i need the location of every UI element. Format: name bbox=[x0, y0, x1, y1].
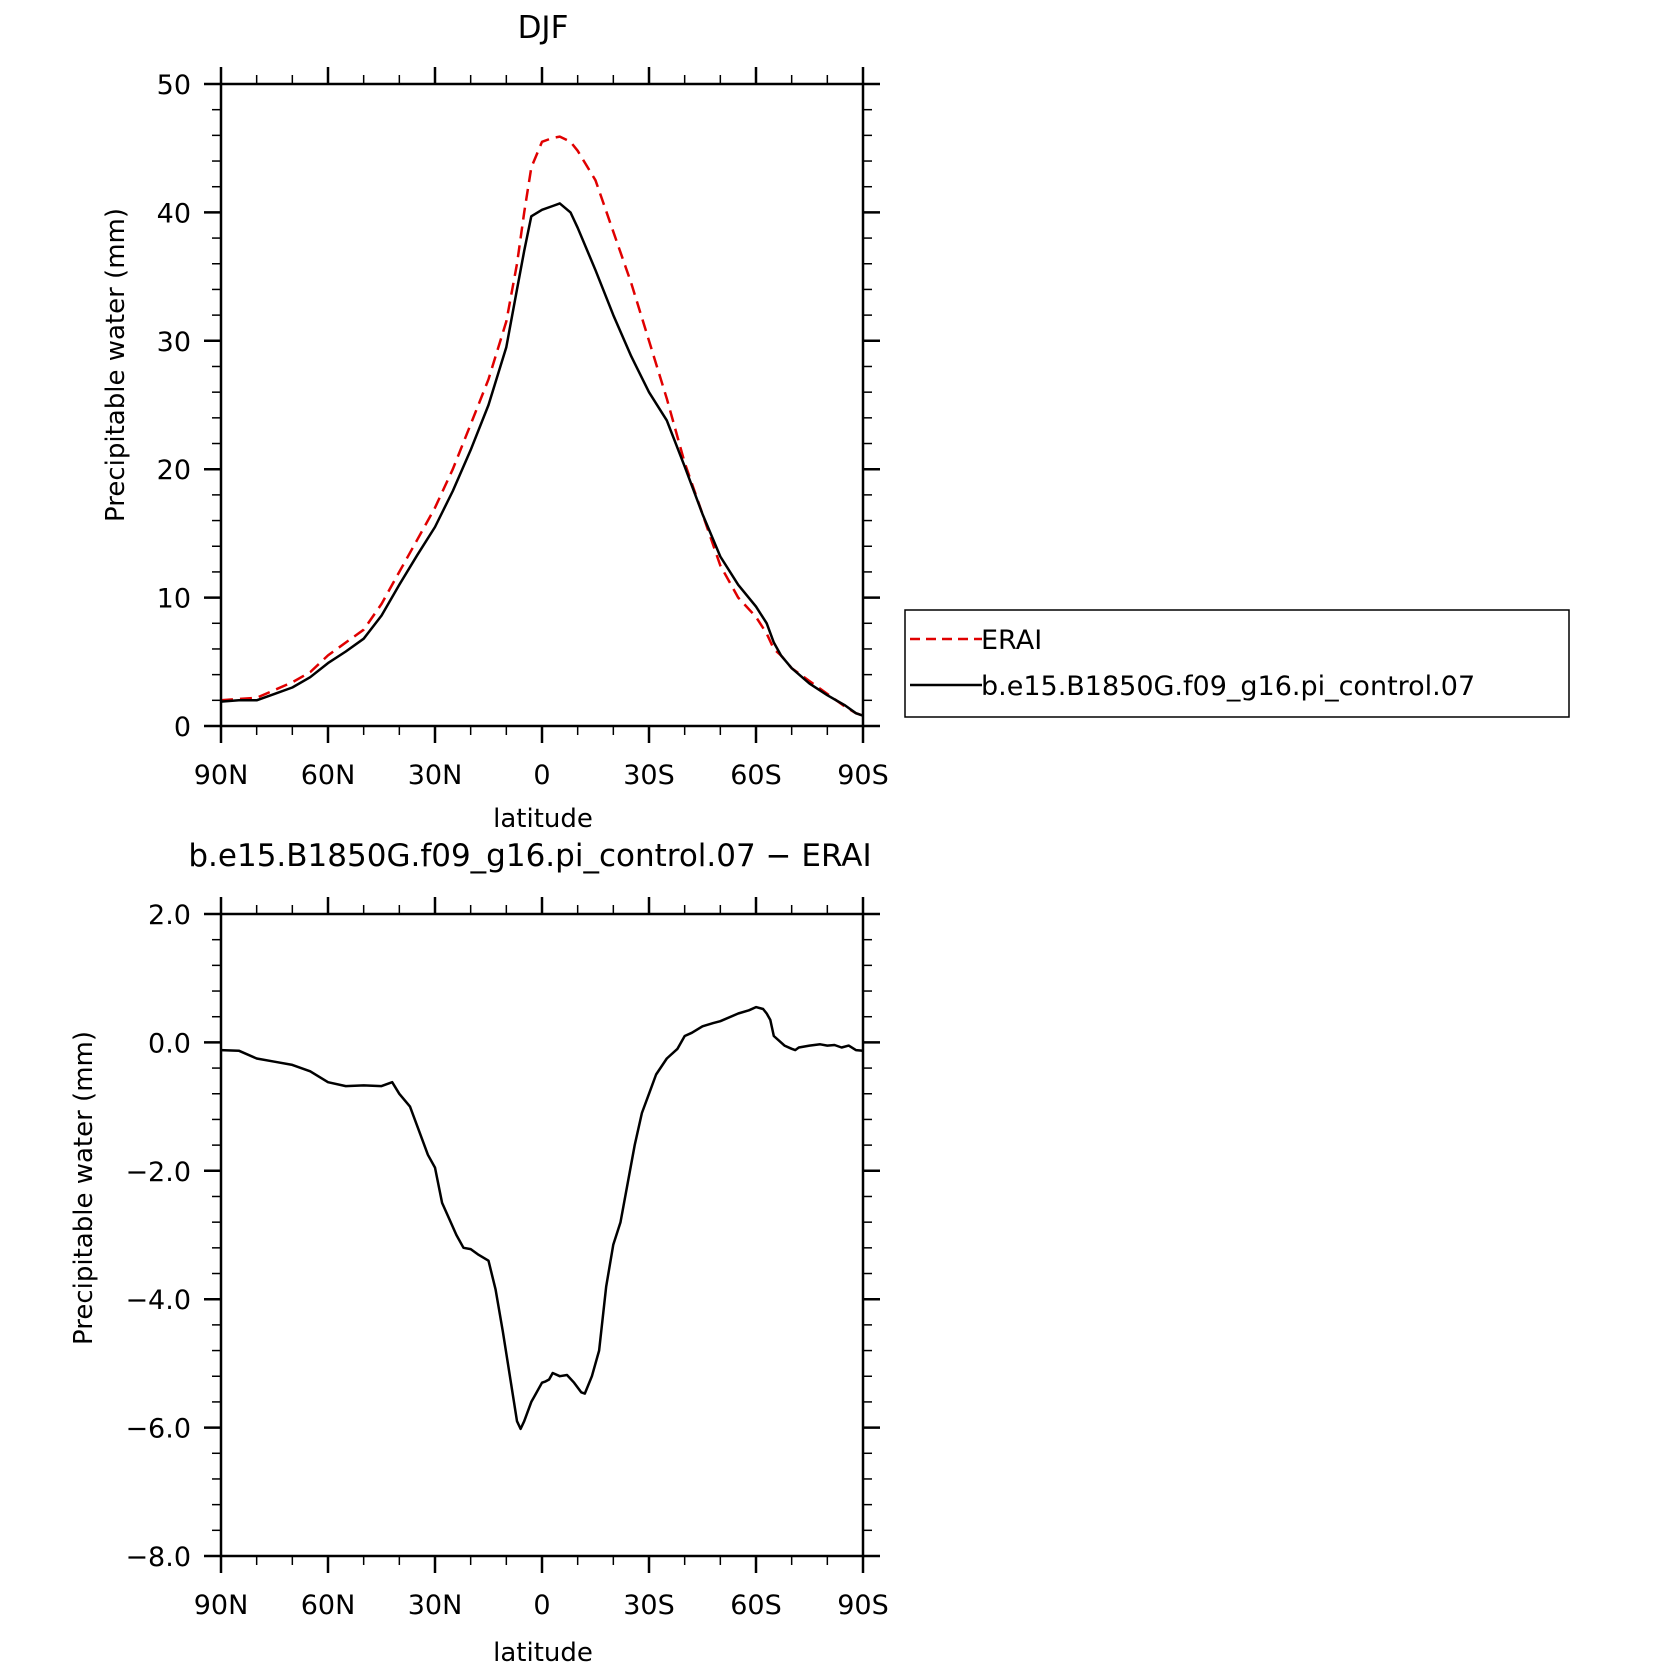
x-tick-label: 30S bbox=[623, 1590, 675, 1621]
x-tick-label: 60N bbox=[301, 1590, 356, 1621]
panel-difference: b.e15.B1850G.f09_g16.pi_control.07 − ERA… bbox=[69, 838, 889, 1668]
y-tick-label: 2.0 bbox=[148, 900, 191, 931]
x-tick-label: 0 bbox=[533, 760, 550, 791]
plot-frame bbox=[219, 912, 865, 1558]
legend-label-erai: ERAI bbox=[981, 625, 1042, 656]
chart-title: DJF bbox=[518, 10, 569, 46]
series-line-erai bbox=[220, 135, 864, 717]
y-tick-label: 50 bbox=[157, 70, 191, 101]
major-ticks bbox=[204, 897, 880, 1573]
y-axis-title: Precipitable water (mm) bbox=[69, 1031, 99, 1345]
y-tick-label: −8.0 bbox=[125, 1542, 191, 1573]
x-tick-label: 60S bbox=[730, 1590, 782, 1621]
y-tick-label: −2.0 bbox=[125, 1157, 191, 1188]
y-tick-label: 10 bbox=[157, 584, 191, 615]
x-tick-label: 0 bbox=[533, 1590, 550, 1621]
x-axis-title: latitude bbox=[493, 1638, 593, 1668]
x-tick-labels: 90N 60N 30N 0 30S 60S 90S bbox=[194, 1590, 889, 1621]
legend-box bbox=[904, 609, 1570, 718]
x-tick-label: 30N bbox=[408, 1590, 463, 1621]
y-tick-label: 40 bbox=[157, 198, 191, 229]
y-axis-title: Precipitable water (mm) bbox=[101, 208, 131, 522]
x-tick-label: 90S bbox=[837, 1590, 889, 1621]
y-tick-label: 30 bbox=[157, 327, 191, 358]
legend-label-model: b.e15.B1850G.f09_g16.pi_control.07 bbox=[981, 671, 1475, 702]
legend: ERAI b.e15.B1850G.f09_g16.pi_control.07 bbox=[904, 609, 1570, 718]
x-tick-label: 60S bbox=[730, 760, 782, 791]
x-tick-labels: 90N 60N 30N 0 30S 60S 90S bbox=[194, 760, 889, 791]
x-axis-title: latitude bbox=[493, 804, 593, 834]
chart-title: b.e15.B1850G.f09_g16.pi_control.07 − ERA… bbox=[188, 838, 871, 874]
x-tick-label: 30S bbox=[623, 760, 675, 791]
x-tick-label: 90S bbox=[837, 760, 889, 791]
x-tick-label: 30N bbox=[408, 760, 463, 791]
major-ticks bbox=[204, 67, 880, 743]
panel-djf: DJF Precipitable water (mm) latitude 90N… bbox=[101, 10, 889, 834]
plot-frame bbox=[219, 82, 865, 728]
series-line-difference bbox=[220, 1005, 864, 1431]
y-tick-label: −4.0 bbox=[125, 1285, 191, 1316]
minor-ticks bbox=[212, 75, 872, 735]
series-lines bbox=[220, 1005, 864, 1431]
y-tick-label: 20 bbox=[157, 455, 191, 486]
y-tick-label: 0.0 bbox=[148, 1028, 191, 1059]
x-tick-label: 60N bbox=[301, 760, 356, 791]
y-tick-label: −6.0 bbox=[125, 1414, 191, 1445]
series-line-model bbox=[220, 202, 864, 717]
x-tick-label: 90N bbox=[194, 1590, 249, 1621]
minor-ticks bbox=[212, 905, 872, 1565]
x-tick-label: 90N bbox=[194, 760, 249, 791]
series-lines bbox=[220, 135, 864, 717]
y-tick-labels: 0 10 20 30 40 50 bbox=[157, 70, 191, 743]
y-tick-labels: −8.0 −6.0 −4.0 −2.0 0.0 2.0 bbox=[125, 900, 191, 1573]
y-tick-label: 0 bbox=[174, 712, 191, 743]
